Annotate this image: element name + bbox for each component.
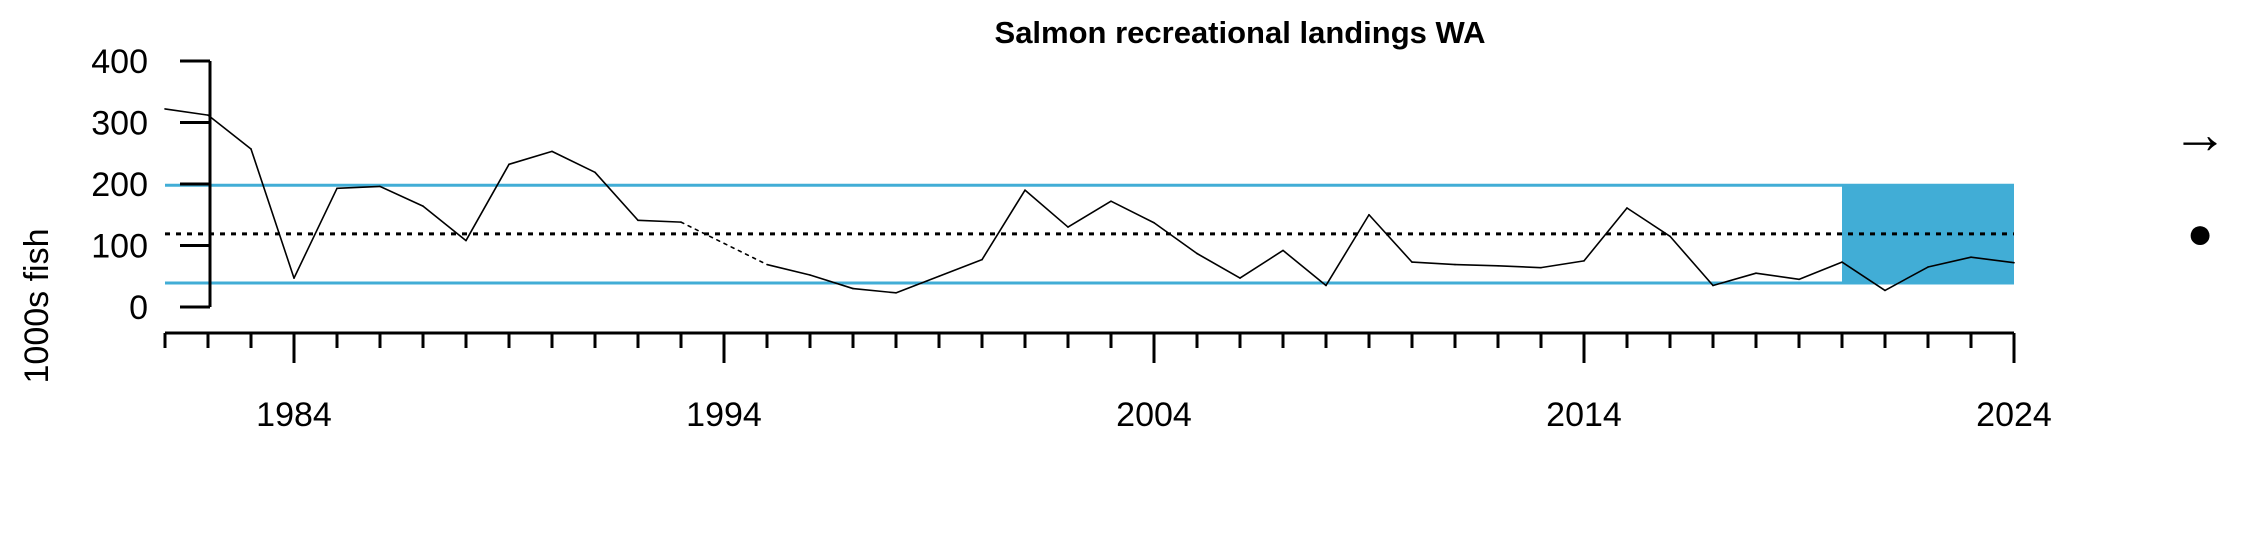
series-segment [981,189,1026,261]
series-segment [1841,261,1886,292]
y-tick-label: 400 [91,43,148,81]
series-segment [1712,272,1757,287]
series-segment [1196,252,1241,279]
x-tick-label: 2014 [1546,396,1622,434]
series-segment [1325,213,1370,287]
x-tick-label: 1994 [686,396,762,434]
series-segment [1368,213,1413,263]
series-segment [1970,256,2015,264]
series-segment [1669,235,1714,287]
y-tick-label: 0 [129,289,148,327]
y-tick-label: 300 [91,105,148,143]
status-dot-icon: ● [2187,209,2214,258]
series-segment [1583,207,1628,262]
series-segment [1454,263,1499,267]
series-segment [637,219,682,223]
series-segment [207,114,252,150]
series-segment [1798,261,1843,281]
x-tick-label: 1984 [256,396,332,434]
series-segment [379,185,424,207]
y-axis: 0 100 200 300 400 [91,43,212,327]
series-segment [465,163,510,242]
series-segment [1884,266,1929,292]
y-tick-label: 100 [91,228,148,266]
series-segment [1024,189,1069,228]
series-segment [250,148,295,279]
series-segment [680,221,768,266]
x-axis: 1984 1994 2004 2014 2024 [163,331,2052,434]
series-segment [1239,249,1284,279]
series-segment [852,287,897,294]
series-segment [1110,200,1155,224]
series-segment [551,150,596,174]
series-segment [809,274,854,290]
series-segment [164,108,209,116]
series-segment [422,205,467,242]
series-segment [1927,256,1972,268]
series-segment [293,187,338,279]
x-tick-label: 2024 [1976,396,2052,434]
series-segment [1153,221,1198,255]
series-segment [336,185,381,190]
series-segment [1067,200,1112,228]
series-segment [1411,261,1456,266]
y-axis-title: 1000s fish [18,229,56,384]
plot-area [164,108,2015,294]
y-tick-label: 200 [91,166,148,204]
series-segment [508,150,553,166]
trend-arrow-icon: → [2172,102,2228,165]
series-segment [1540,260,1585,269]
series-segment [766,263,811,276]
series-segment [594,171,639,222]
series-segment [938,258,983,278]
x-tick-label: 2004 [1116,396,1192,434]
series-segment [1497,264,1542,269]
series-segment [1282,249,1327,287]
chart-title: Salmon recreational landings WA [995,15,1486,50]
series-segment [1755,272,1800,281]
series-segment [895,275,940,294]
series-segment [1626,207,1671,238]
